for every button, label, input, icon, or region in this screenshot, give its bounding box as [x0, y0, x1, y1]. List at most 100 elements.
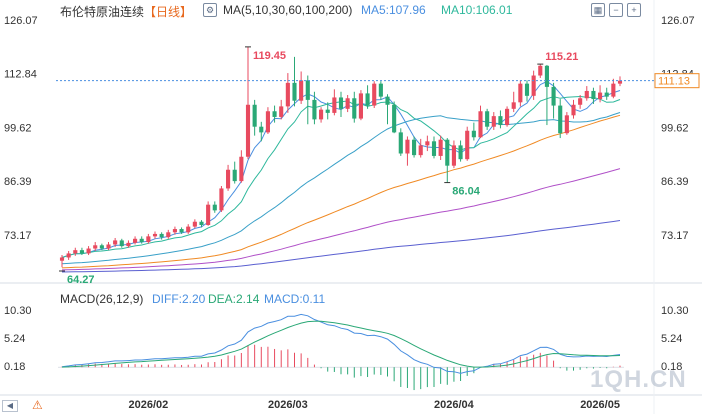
price-tick-left: 126.07: [4, 15, 38, 27]
candle-body: [66, 253, 71, 258]
warning-icon: ⚠: [32, 398, 43, 412]
candle-body: [511, 102, 516, 109]
candle-body: [186, 226, 191, 233]
candle-body: [113, 240, 118, 245]
candle-body: [93, 245, 98, 249]
grid-icon[interactable]: ▦: [591, 3, 605, 17]
max-high-label: 119.45: [253, 50, 286, 62]
candle-body: [305, 80, 310, 100]
candle-body: [558, 105, 563, 134]
candle-body: [73, 250, 78, 254]
candle-body: [451, 145, 456, 166]
ma-label: MA(5,10,30,60,100,200): [223, 3, 353, 17]
candle-body: [578, 98, 583, 105]
time-tick: 2026/05: [580, 399, 620, 411]
macd-value: MACD:0.11: [264, 292, 326, 306]
candle-body: [332, 97, 337, 113]
dea-line: [61, 320, 621, 368]
candle-body: [505, 108, 510, 126]
candle-body: [425, 141, 430, 146]
settings-icon[interactable]: ⚙: [203, 3, 217, 17]
candle-body: [159, 233, 164, 238]
candle-body: [471, 130, 476, 138]
candle-body: [219, 188, 224, 211]
candle-body: [152, 233, 158, 237]
instrument-title: 布伦特原油连续: [60, 5, 145, 19]
candle-body: [372, 83, 377, 106]
candle-body: [478, 111, 483, 138]
candle-body: [604, 92, 609, 97]
period-label[interactable]: 【日线】: [144, 5, 193, 19]
recent-high-label: 115.21: [545, 51, 578, 63]
candle-body: [119, 240, 124, 247]
ma10-line: [61, 95, 621, 258]
candle-body: [265, 111, 270, 133]
candle-body: [498, 116, 503, 126]
candle-body: [279, 106, 284, 117]
ma100-line: [61, 168, 621, 271]
plus-icon[interactable]: +: [627, 3, 641, 17]
minus-icon[interactable]: −: [609, 3, 623, 17]
candle-body: [438, 139, 443, 156]
time-tick: 2026/03: [268, 399, 308, 411]
candle-body: [392, 104, 397, 133]
price-tick-right: 126.07: [661, 15, 695, 27]
ma10-value: MA10:106.01: [441, 3, 513, 17]
price-tick-left: 73.17: [4, 230, 32, 242]
ma30-line: [61, 112, 621, 265]
candle-body: [79, 250, 84, 254]
macd-tick-left: 5.24: [4, 333, 25, 345]
candle-body: [405, 139, 410, 154]
candle-body: [412, 139, 417, 156]
macd-tick-right: 0.18: [661, 361, 682, 373]
watermark: 1QH.CN: [590, 366, 687, 393]
current-price-label: 111.13: [658, 76, 690, 88]
candle-body: [166, 232, 171, 238]
diff-line: [61, 313, 621, 374]
candle-body: [226, 169, 231, 189]
price-tick-left: 112.84: [4, 69, 37, 81]
dea-value: DEA:2.14: [208, 292, 260, 306]
price-tick-left: 86.39: [4, 176, 32, 188]
candle-body: [538, 65, 543, 76]
price-tick-left: 99.62: [4, 122, 32, 134]
candle-body: [338, 97, 344, 109]
ma-lines: [61, 80, 621, 273]
time-tick: 2026/04: [434, 399, 475, 411]
candle-body: [445, 139, 450, 166]
candle-body: [285, 82, 290, 107]
candle-body: [245, 104, 251, 157]
candle-body: [319, 109, 324, 120]
candle-body: [358, 93, 363, 119]
candle-body: [524, 83, 530, 96]
price-tick-right: 86.39: [661, 176, 689, 188]
macd-panel: [58, 313, 624, 391]
candle-body: [564, 115, 569, 134]
candle-body: [199, 221, 204, 225]
candle-body: [179, 229, 184, 233]
candle-body: [385, 96, 390, 105]
candle-body: [544, 65, 549, 87]
macd-tick-right: 10.30: [661, 305, 689, 317]
candle-body: [312, 99, 317, 120]
current-price-box: [654, 73, 700, 89]
candle-body: [133, 238, 138, 243]
candle-body: [611, 83, 616, 97]
candlesticks: [59, 46, 623, 268]
candle-body: [398, 132, 403, 154]
candle-body: [139, 238, 144, 243]
candle-body: [518, 83, 523, 103]
price-tick-right: 73.17: [661, 230, 689, 242]
candle-body: [491, 116, 496, 127]
ma5-value: MA5:107.96: [361, 3, 426, 17]
macd-title: MACD(26,12,9): [60, 292, 144, 306]
candle-body: [345, 98, 350, 109]
time-tick: 2026/02: [128, 399, 168, 411]
candle-body: [272, 111, 277, 117]
candle-body: [325, 109, 330, 113]
macd-tick-left: 0.18: [4, 361, 25, 373]
scroll-left-button[interactable]: ◀: [2, 400, 18, 412]
candle-body: [617, 80, 623, 84]
macd-tick-left: 10.30: [4, 305, 32, 317]
